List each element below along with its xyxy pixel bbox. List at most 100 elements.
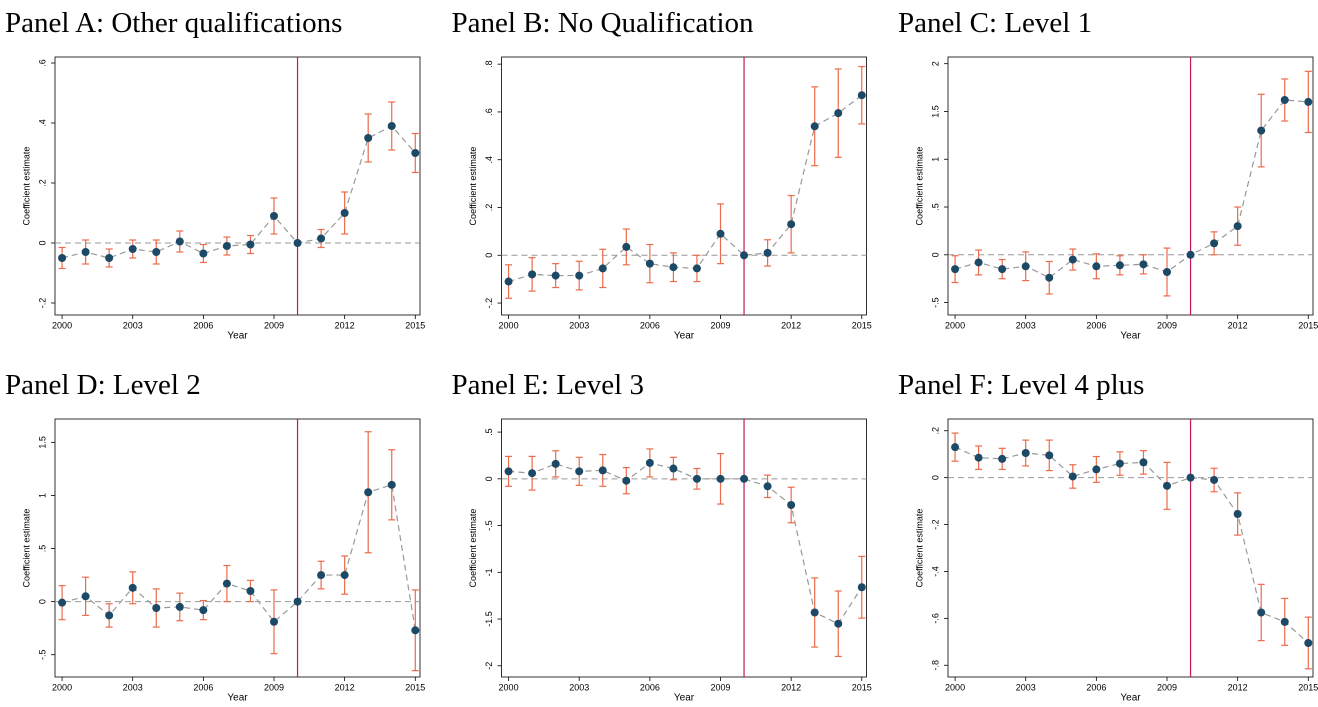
x-axis-label: Year — [674, 693, 695, 704]
panel-title: Panel D: Level 2 — [5, 369, 201, 401]
point — [128, 583, 137, 592]
x-tick-label: 2000 — [52, 682, 72, 692]
point — [787, 501, 796, 509]
point — [504, 277, 513, 286]
point — [974, 453, 983, 462]
x-tick-label: 2015 — [1298, 320, 1318, 330]
x-tick-label: 2015 — [852, 682, 872, 692]
x-tick-label: 2003 — [123, 320, 143, 330]
point — [152, 248, 161, 256]
point — [810, 122, 819, 131]
x-tick-label: 2015 — [405, 320, 425, 330]
point — [951, 443, 960, 452]
x-tick-label: 2009 — [710, 320, 730, 330]
point — [1186, 250, 1195, 259]
y-tick-label: 2 — [930, 61, 940, 66]
point — [692, 264, 701, 273]
point — [1233, 222, 1242, 231]
point — [340, 209, 349, 217]
series-line — [508, 462, 863, 625]
x-axis-label: Year — [674, 331, 695, 342]
y-axis-label: Coefficient estimate — [468, 509, 478, 588]
point — [1139, 458, 1148, 467]
point — [1280, 96, 1289, 104]
x-tick-label: 2000 — [499, 320, 519, 330]
point — [669, 464, 678, 473]
point — [105, 611, 114, 620]
point — [1068, 255, 1077, 264]
y-tick-label: .6 — [37, 59, 47, 67]
y-tick-label: -.5 — [484, 520, 494, 531]
point — [834, 619, 843, 628]
x-tick-label: 2009 — [710, 682, 730, 692]
y-tick-label: 1 — [930, 157, 940, 162]
plot-frame — [501, 418, 867, 678]
point — [857, 583, 866, 592]
plot-frame — [54, 418, 421, 678]
point — [387, 480, 396, 489]
point — [598, 264, 607, 273]
point — [81, 592, 90, 601]
point — [763, 248, 772, 257]
point — [551, 459, 560, 468]
x-tick-label: 2000 — [499, 682, 519, 692]
point — [669, 263, 678, 272]
point — [1045, 273, 1054, 282]
point — [1280, 617, 1289, 626]
y-tick-label: -.2 — [37, 298, 47, 309]
y-tick-label: -2 — [484, 662, 494, 670]
y-tick-label: .6 — [484, 108, 494, 116]
point — [411, 626, 420, 635]
point — [387, 122, 396, 130]
point — [81, 248, 90, 256]
point — [1045, 451, 1054, 460]
y-tick-label: -.2 — [930, 519, 940, 530]
point — [740, 474, 749, 483]
point — [622, 242, 631, 251]
x-axis-label: Year — [227, 331, 248, 342]
point — [1210, 475, 1219, 484]
point — [411, 149, 420, 157]
point — [1257, 126, 1266, 135]
x-tick-label: 2012 — [335, 682, 355, 692]
point — [528, 270, 537, 279]
y-tick-label: -1 — [484, 568, 494, 576]
point — [293, 239, 302, 247]
point — [951, 265, 960, 274]
point — [692, 474, 701, 483]
x-tick-label: 2003 — [569, 320, 589, 330]
point — [645, 458, 654, 467]
x-axis-label: Year — [227, 693, 248, 704]
x-tick-label: 2003 — [123, 682, 143, 692]
x-tick-label: 2012 — [781, 682, 801, 692]
x-tick-label: 2012 — [1228, 320, 1248, 330]
series-line — [61, 125, 416, 259]
point — [528, 469, 537, 478]
x-tick-label: 2012 — [781, 320, 801, 330]
x-axis-label: Year — [1120, 331, 1141, 342]
point — [1304, 97, 1313, 106]
point — [645, 259, 654, 268]
y-axis-label: Coefficient estimate — [468, 147, 478, 226]
series-line — [61, 484, 416, 631]
point — [1163, 268, 1171, 276]
point — [364, 134, 373, 142]
y-tick-label: -.4 — [930, 566, 940, 577]
x-tick-label: 2015 — [852, 320, 872, 330]
y-tick-label: -.2 — [484, 298, 494, 309]
point — [1257, 608, 1266, 617]
y-tick-label: -1.5 — [484, 611, 494, 627]
y-axis-label: Coefficient estimate — [21, 147, 31, 226]
point — [199, 249, 208, 258]
point — [222, 242, 231, 250]
point — [364, 488, 373, 497]
y-tick-label: .2 — [484, 204, 494, 212]
point — [1021, 449, 1030, 458]
y-tick-label: 1.5 — [930, 105, 940, 118]
series-line — [508, 94, 863, 283]
plot-frame — [947, 56, 1314, 316]
point — [58, 598, 67, 607]
y-tick-label: -.5 — [930, 297, 940, 308]
x-tick-label: 2003 — [1016, 320, 1036, 330]
